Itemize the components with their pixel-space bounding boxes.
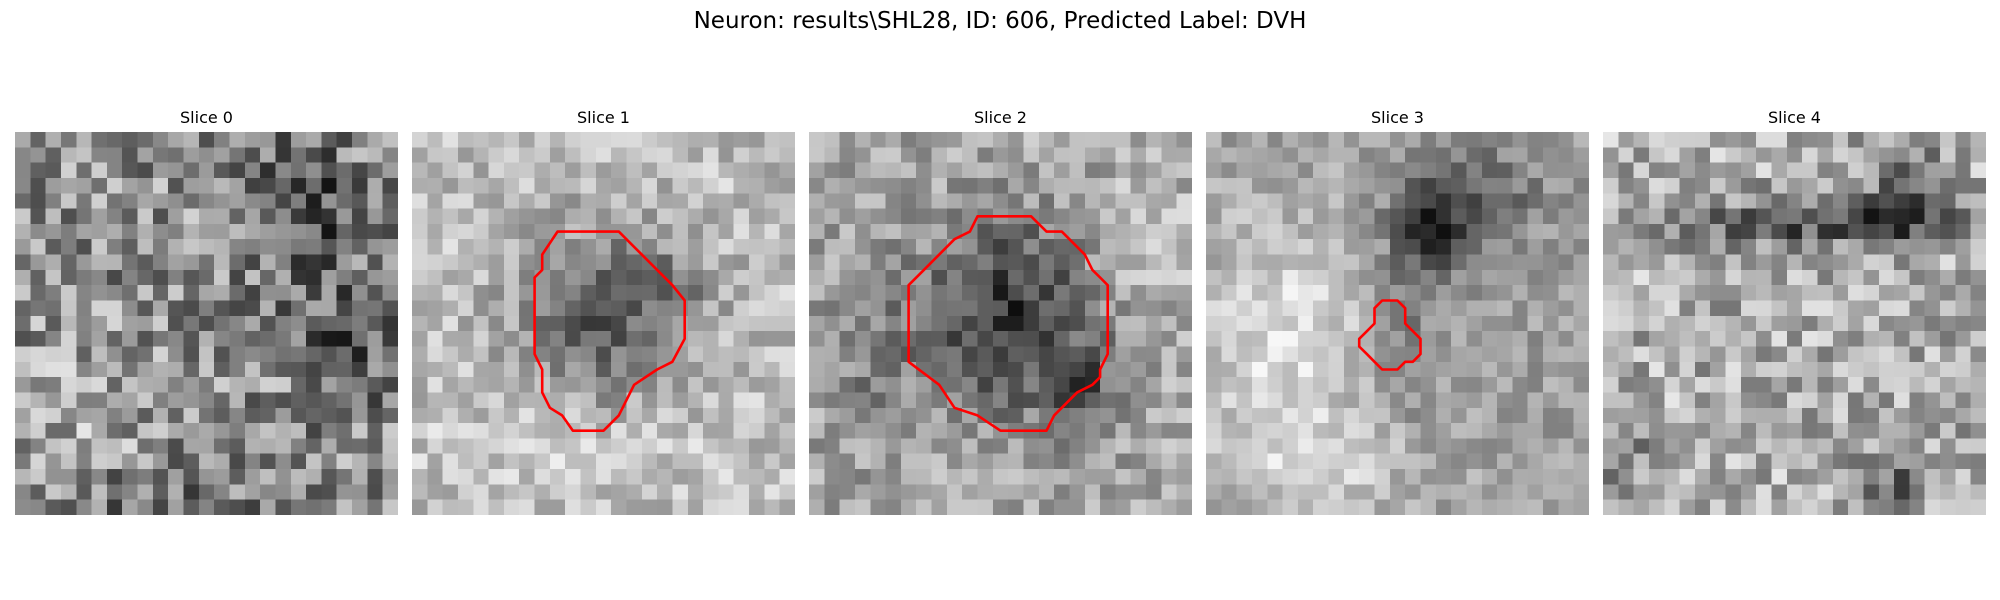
pixel-grid <box>412 132 795 515</box>
roi-contour <box>1357 299 1422 371</box>
slice-title-2: Slice 2 <box>974 108 1027 127</box>
slice-image-3 <box>1206 132 1589 515</box>
pixel-grid <box>809 132 1192 515</box>
slice-title-1: Slice 1 <box>577 108 630 127</box>
slice-image-1 <box>412 132 795 515</box>
slice-image-0 <box>15 132 398 515</box>
figure-title: Neuron: results\SHL28, ID: 606, Predicte… <box>693 8 1307 34</box>
slice-panel-1: Slice 1 <box>412 108 795 515</box>
slice-title-4: Slice 4 <box>1768 108 1821 127</box>
slice-image-4 <box>1603 132 1986 515</box>
slice-title-3: Slice 3 <box>1371 108 1424 127</box>
roi-contour <box>533 230 687 433</box>
roi-contour <box>907 215 1110 433</box>
slice-image-2 <box>809 132 1192 515</box>
slice-panel-3: Slice 3 <box>1206 108 1589 515</box>
slice-panel-0: Slice 0 <box>15 108 398 515</box>
slice-panel-2: Slice 2 <box>809 108 1192 515</box>
pixel-grid <box>1206 132 1589 515</box>
pixel-grid <box>1603 132 1986 515</box>
slice-title-0: Slice 0 <box>180 108 233 127</box>
pixel-grid <box>15 132 398 515</box>
slice-panel-4: Slice 4 <box>1603 108 1986 515</box>
